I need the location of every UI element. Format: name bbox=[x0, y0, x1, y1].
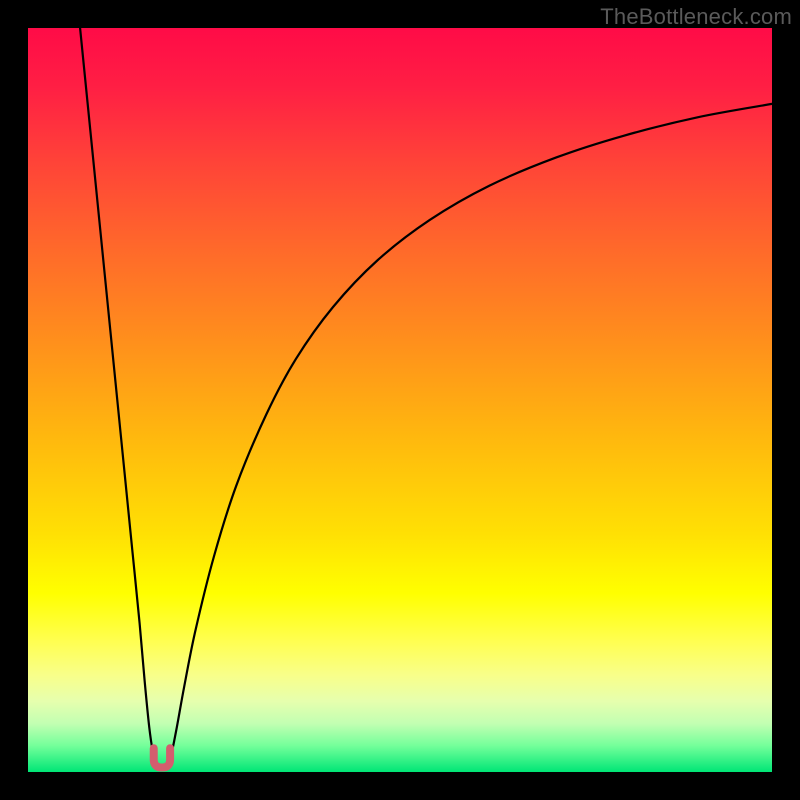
bottleneck-chart bbox=[0, 0, 800, 800]
watermark-text: TheBottleneck.com bbox=[600, 4, 792, 30]
figure-container: TheBottleneck.com bbox=[0, 0, 800, 800]
plot-background bbox=[28, 28, 772, 772]
